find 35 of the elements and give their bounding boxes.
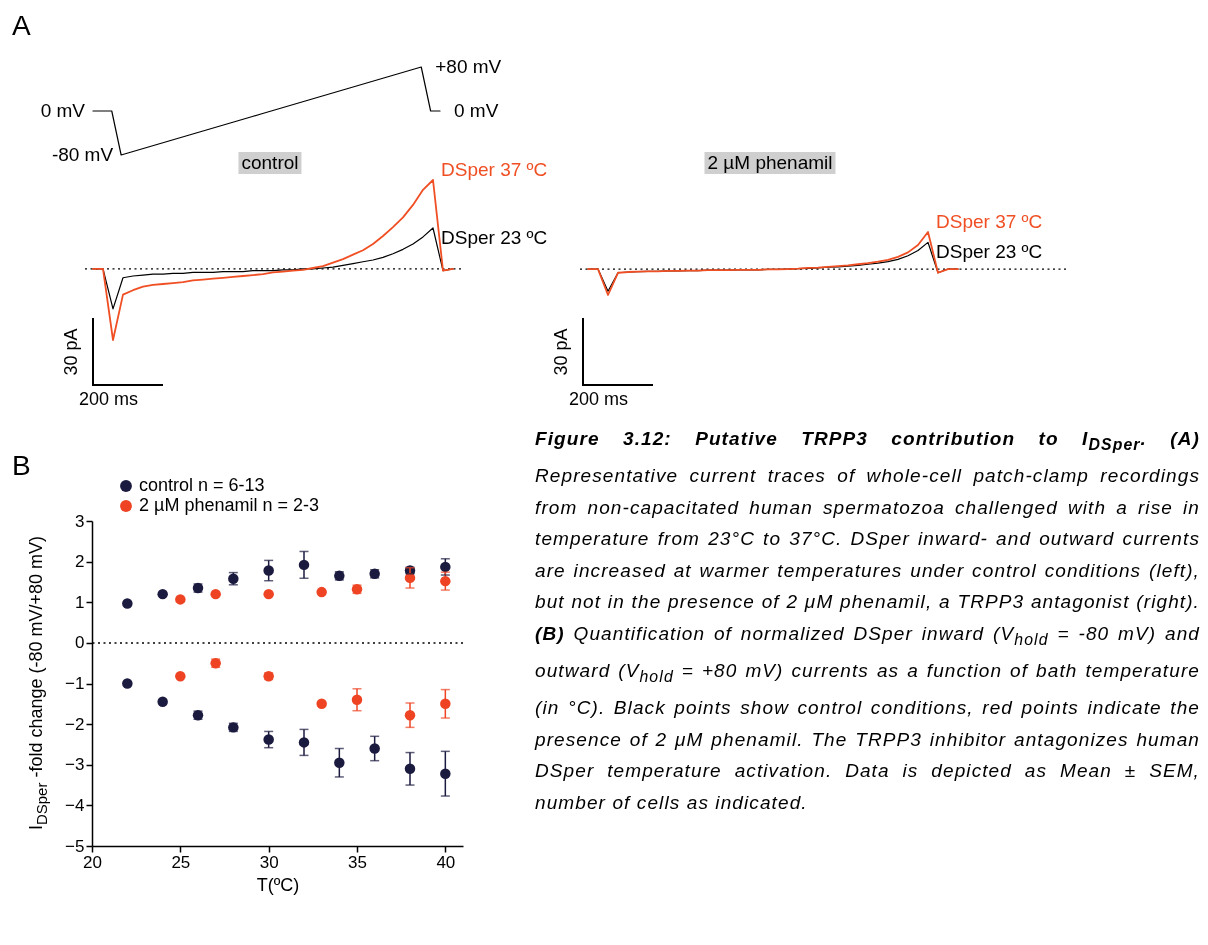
y-tick-label: −3	[65, 755, 85, 775]
y-tick-label: −4	[65, 795, 85, 815]
chart-title: control	[238, 152, 302, 174]
legend-label: control n = 6-13	[139, 475, 265, 495]
y-tick-label: −5	[65, 836, 85, 856]
series-label: DSper 23 ºC	[936, 241, 1043, 263]
x-tick-label: 35	[348, 852, 367, 872]
y-tick-label: 3	[75, 511, 85, 531]
x-tick-label: 20	[83, 852, 102, 872]
text: A	[12, 10, 31, 42]
data-label: -80 mV	[51, 144, 114, 165]
data-label: 0 mV	[40, 100, 86, 121]
scale-bar: 30 pA 200 ms	[551, 318, 655, 415]
series-label: DSper 37 ºC	[936, 211, 1043, 232]
text: (B)	[535, 622, 565, 644]
y-tick-label: 1	[75, 592, 85, 612]
x-tick-label: 40	[436, 852, 456, 872]
x-tick-label: 30	[259, 852, 279, 872]
y-tick-label: 2	[75, 552, 85, 572]
series-label: DSper 37 ºC	[441, 159, 548, 180]
chart-title: 2 µM phenamil	[704, 152, 836, 174]
x-tick-label: 25	[171, 852, 191, 872]
y-tick-label: −2	[65, 714, 85, 734]
text: (A)	[1170, 428, 1200, 449]
text: Representative current traces of whole-cell patch-clamp recordings from non-capacitated human spermatozoa challenged with a rise in temperature from 23°C to 37°C. DSper inward- and outward currents are increased at warmer temperatures under control conditions (left), but not in the presence of 2 μM phenamil, a TRPP3 antagonist (right).	[535, 465, 1200, 613]
series-label: DSper 23 ºC	[441, 227, 548, 248]
scale-bar: 30 pA 200 ms	[61, 318, 165, 415]
text: B	[12, 450, 31, 482]
data-label: +80 mV	[435, 56, 502, 77]
y-tick-label: −1	[65, 674, 85, 693]
data-label: 0 mV	[454, 100, 499, 121]
x-axis-title: T(ºC)	[256, 874, 300, 895]
y-tick-label: 0	[75, 633, 85, 653]
legend-label: 2 µM phenamil n = 2-3	[139, 495, 319, 515]
caption: Figure 3.12: Putative TRPP3 contribution to I$_{DSper}$.	[535, 428, 1147, 453]
